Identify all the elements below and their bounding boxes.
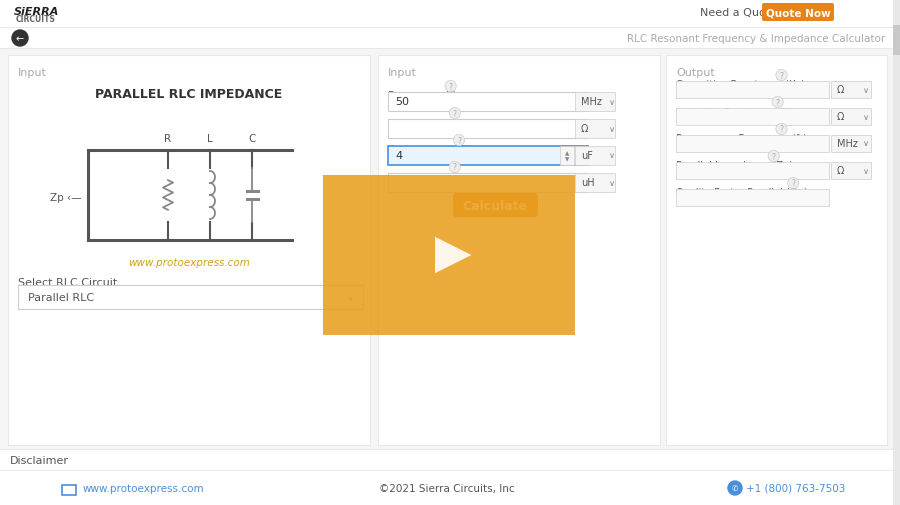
FancyBboxPatch shape <box>676 136 829 153</box>
FancyBboxPatch shape <box>575 147 615 166</box>
FancyBboxPatch shape <box>388 174 588 192</box>
Text: R: R <box>165 134 172 144</box>
Circle shape <box>12 31 28 47</box>
Text: ?: ? <box>448 82 453 91</box>
Text: Reasonance Frequency (fr): Reasonance Frequency (fr) <box>676 134 807 144</box>
Text: Capacitance (C): Capacitance (C) <box>388 145 472 155</box>
Text: PARALLEL RLC IMPEDANCE: PARALLEL RLC IMPEDANCE <box>95 88 283 101</box>
Text: ∨: ∨ <box>863 85 869 94</box>
Text: Frequency (f): Frequency (f) <box>388 91 456 101</box>
Text: www.protoexpress.com: www.protoexpress.com <box>83 483 204 493</box>
Text: ∨: ∨ <box>863 166 869 175</box>
Text: 50: 50 <box>395 97 409 107</box>
Text: uH: uH <box>581 178 595 188</box>
Text: L: L <box>207 134 213 144</box>
FancyBboxPatch shape <box>676 82 829 99</box>
Text: ∨: ∨ <box>609 178 615 187</box>
Text: Select RLC Circuit: Select RLC Circuit <box>18 277 117 287</box>
Polygon shape <box>435 237 472 274</box>
FancyBboxPatch shape <box>0 0 900 26</box>
FancyBboxPatch shape <box>8 56 370 445</box>
Text: ←: ← <box>16 34 24 44</box>
Text: Quote Now: Quote Now <box>766 8 831 18</box>
Text: ?: ? <box>771 152 776 161</box>
FancyBboxPatch shape <box>453 193 538 218</box>
Text: Output: Output <box>676 68 715 78</box>
Text: Capacitive Reactance (Xc): Capacitive Reactance (Xc) <box>676 80 805 90</box>
FancyBboxPatch shape <box>388 93 588 112</box>
Text: C: C <box>248 134 256 144</box>
Text: RLC Resonant Frequency & Impedance Calculator: RLC Resonant Frequency & Impedance Calcu… <box>626 34 885 44</box>
FancyBboxPatch shape <box>676 163 829 180</box>
Text: ✆: ✆ <box>732 484 738 492</box>
Text: uF: uF <box>581 150 593 161</box>
Text: Quality Factor Parallel (Qp): Quality Factor Parallel (Qp) <box>676 188 807 197</box>
FancyBboxPatch shape <box>762 4 834 22</box>
Text: ?: ? <box>457 136 461 145</box>
FancyBboxPatch shape <box>560 147 574 166</box>
FancyBboxPatch shape <box>0 449 893 450</box>
FancyBboxPatch shape <box>0 49 893 50</box>
FancyBboxPatch shape <box>575 93 615 112</box>
FancyBboxPatch shape <box>18 285 363 310</box>
Text: Zp ‹—: Zp ‹— <box>50 192 82 203</box>
Text: Inductive Reactance (XL): Inductive Reactance (XL) <box>676 107 798 117</box>
FancyBboxPatch shape <box>666 56 887 445</box>
FancyBboxPatch shape <box>0 450 893 470</box>
FancyBboxPatch shape <box>575 174 615 192</box>
Text: Ω: Ω <box>837 112 844 122</box>
Text: Need a Quote?: Need a Quote? <box>700 8 783 18</box>
Circle shape <box>728 481 742 495</box>
Text: ?: ? <box>791 179 796 188</box>
Text: ∨: ∨ <box>609 124 615 133</box>
Text: ?: ? <box>453 163 457 172</box>
Text: Ω: Ω <box>581 124 589 134</box>
FancyBboxPatch shape <box>831 136 871 153</box>
Text: ?: ? <box>779 125 784 134</box>
Text: www.protoexpress.com: www.protoexpress.com <box>128 258 250 268</box>
Text: Input: Input <box>18 68 47 78</box>
Text: Ω: Ω <box>837 85 844 95</box>
FancyBboxPatch shape <box>323 176 575 335</box>
Text: ∨: ∨ <box>346 292 354 302</box>
FancyBboxPatch shape <box>388 120 588 139</box>
Text: ∨: ∨ <box>609 97 615 106</box>
FancyBboxPatch shape <box>893 0 900 505</box>
Text: ?: ? <box>779 71 784 80</box>
Text: ∨: ∨ <box>863 139 869 148</box>
FancyBboxPatch shape <box>831 109 871 126</box>
FancyBboxPatch shape <box>0 471 893 505</box>
Text: ∨: ∨ <box>863 112 869 121</box>
Text: Calculate: Calculate <box>463 199 527 212</box>
Text: 4: 4 <box>395 150 402 161</box>
Text: Parallel Impedance (Zp): Parallel Impedance (Zp) <box>676 161 793 171</box>
Text: ▲: ▲ <box>565 151 569 156</box>
FancyBboxPatch shape <box>831 163 871 180</box>
Text: MHz: MHz <box>837 139 858 148</box>
Text: Inductance (L): Inductance (L) <box>388 172 463 182</box>
Text: ©2021 Sierra Circuits, Inc: ©2021 Sierra Circuits, Inc <box>379 483 515 493</box>
Text: ▼: ▼ <box>565 157 569 162</box>
Text: Input: Input <box>388 68 417 78</box>
Text: MHz: MHz <box>581 97 602 107</box>
FancyBboxPatch shape <box>575 120 615 139</box>
FancyBboxPatch shape <box>388 147 588 166</box>
Text: Ω: Ω <box>837 166 844 176</box>
FancyBboxPatch shape <box>0 50 893 450</box>
Text: Resistance (R): Resistance (R) <box>388 118 463 128</box>
Text: ∨: ∨ <box>609 151 615 160</box>
Text: CIRCUITS: CIRCUITS <box>16 15 56 24</box>
FancyBboxPatch shape <box>0 28 893 29</box>
FancyBboxPatch shape <box>893 26 900 56</box>
Text: ?: ? <box>776 98 779 107</box>
FancyBboxPatch shape <box>676 189 829 207</box>
FancyBboxPatch shape <box>378 56 660 445</box>
FancyBboxPatch shape <box>831 82 871 99</box>
FancyBboxPatch shape <box>676 109 829 126</box>
Text: Disclaimer: Disclaimer <box>10 455 69 465</box>
Text: SiERRA: SiERRA <box>14 7 59 17</box>
Text: +1 (800) 763-7503: +1 (800) 763-7503 <box>746 483 845 493</box>
Text: Parallel RLC: Parallel RLC <box>28 292 94 302</box>
FancyBboxPatch shape <box>0 470 893 471</box>
